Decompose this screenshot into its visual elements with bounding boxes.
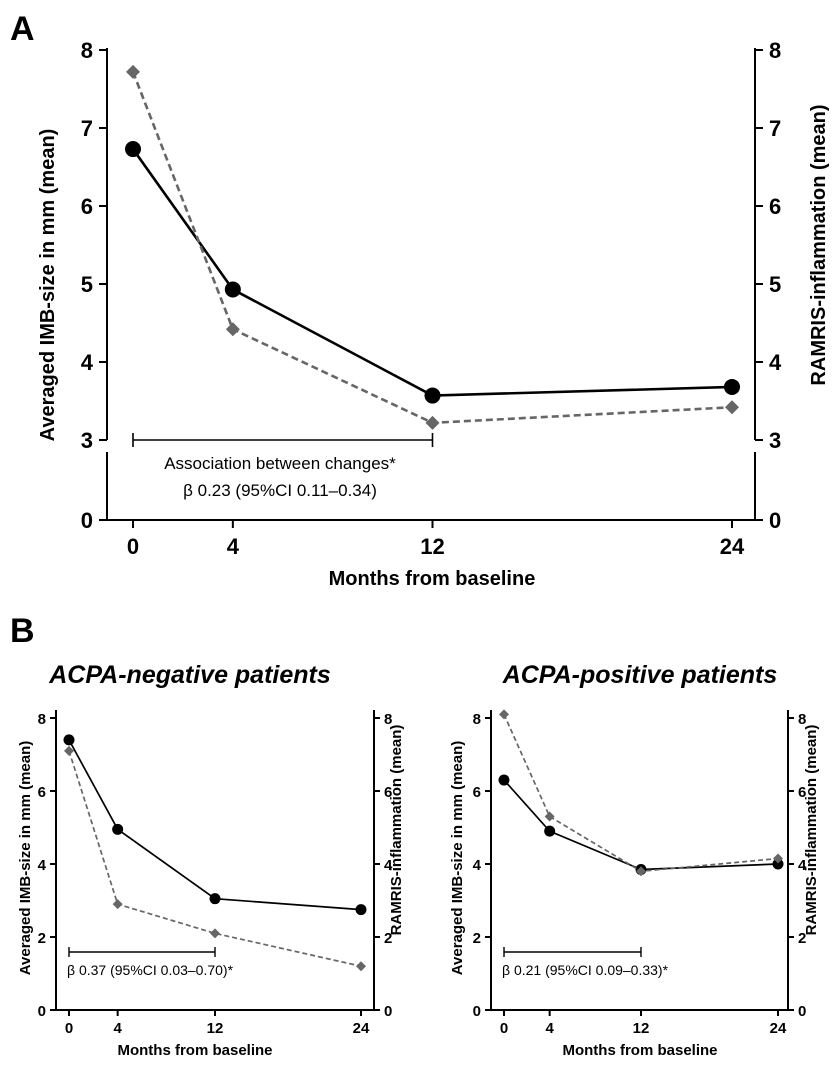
x-tick-label: 24 bbox=[353, 1020, 370, 1037]
imb-point bbox=[125, 141, 141, 158]
y-axis-label: Averaged IMB-size in mm (mean) bbox=[17, 741, 34, 976]
y-tick-label: 2 bbox=[38, 930, 46, 947]
ramris-point bbox=[773, 853, 783, 864]
ramris-point bbox=[725, 400, 739, 415]
y-tick-label: 6 bbox=[81, 194, 93, 219]
chart-panel-a: 0 3 4 5 6 7 8 0 3 4 5 6 7 8 0 4 12 24 Months from baseline… bbox=[37, 38, 830, 590]
imb-point bbox=[424, 387, 441, 404]
y-tick-label: 8 bbox=[473, 711, 481, 728]
y-tick-label: 4 bbox=[473, 857, 482, 874]
y-tick-label: 0 bbox=[473, 1003, 481, 1020]
x-tick-label: 12 bbox=[633, 1020, 650, 1037]
x-tick-label: 4 bbox=[545, 1020, 554, 1037]
y-tick-label: 4 bbox=[81, 350, 94, 375]
x-tick-label: 24 bbox=[720, 534, 745, 559]
x-axis-label: Months from baseline bbox=[562, 1042, 717, 1059]
y-tick-label: 5 bbox=[81, 272, 93, 297]
ramris-point bbox=[425, 415, 440, 430]
y2-tick-label: 0 bbox=[384, 1003, 392, 1020]
x-tick-label: 12 bbox=[420, 534, 444, 559]
y2-axis-label: RAMRIS-inflammation (mean) bbox=[388, 725, 405, 936]
panel-a-letter: A bbox=[10, 10, 35, 48]
imb-point bbox=[544, 825, 556, 837]
y-tick-label: 4 bbox=[38, 857, 47, 874]
imb-point bbox=[355, 904, 367, 916]
y2-tick-label: 7 bbox=[769, 116, 781, 141]
imb-point bbox=[209, 893, 221, 905]
ramris-series-line bbox=[503, 714, 779, 873]
ramris-point bbox=[64, 745, 74, 756]
y2-tick-label: 8 bbox=[384, 711, 392, 728]
y2-tick-label: 2 bbox=[798, 930, 806, 947]
y-tick-label: 6 bbox=[473, 784, 481, 801]
imb-series-line bbox=[68, 739, 362, 911]
chart-title: ACPA-positive patients bbox=[502, 661, 778, 689]
y2-tick-label: 5 bbox=[769, 272, 781, 297]
x-tick-label: 12 bbox=[207, 1020, 224, 1037]
annotation-line-1: Association between changes* bbox=[164, 454, 396, 473]
imb-series-line bbox=[131, 148, 733, 397]
ramris-point bbox=[225, 322, 240, 337]
imb-point bbox=[63, 734, 75, 746]
x-tick-label: 0 bbox=[65, 1020, 73, 1037]
y2-tick-label: 4 bbox=[384, 857, 393, 874]
ramris-point bbox=[499, 709, 509, 720]
y-tick-label: 8 bbox=[81, 38, 93, 63]
ramris-point bbox=[112, 899, 123, 910]
y-tick-label: 7 bbox=[81, 116, 93, 141]
y-tick-label: 0 bbox=[81, 508, 93, 533]
y2-tick-label: 2 bbox=[384, 930, 392, 947]
y2-tick-label: 4 bbox=[798, 857, 807, 874]
imb-series-line bbox=[503, 779, 779, 871]
x-axis-label: Months from baseline bbox=[117, 1042, 272, 1059]
y2-tick-label: 6 bbox=[798, 784, 806, 801]
x-tick-label: 0 bbox=[127, 534, 139, 559]
y-axis-label: Averaged IMB-size in mm (mean) bbox=[449, 741, 466, 976]
y2-tick-label: 8 bbox=[798, 711, 806, 728]
imb-point bbox=[772, 858, 784, 870]
annotation-text: β 0.37 (95%CI 0.03–0.70)* bbox=[67, 962, 234, 978]
annotation-text: β 0.21 (95%CI 0.09–0.33)* bbox=[502, 962, 669, 978]
y-tick-label: 8 bbox=[38, 711, 46, 728]
y2-axis-label: RAMRIS-inflammation (mean) bbox=[808, 104, 830, 385]
ramris-series-line bbox=[68, 750, 362, 968]
y-tick-label: 0 bbox=[38, 1003, 46, 1020]
y2-tick-label: 8 bbox=[769, 38, 781, 63]
y-tick-label: 3 bbox=[81, 428, 93, 453]
y2-tick-label: 3 bbox=[769, 428, 781, 453]
y2-axis-label: RAMRIS-inflammation (mean) bbox=[803, 725, 820, 936]
ramris-point bbox=[356, 961, 366, 972]
imb-point bbox=[224, 281, 241, 298]
panel-b-letter: B bbox=[10, 612, 35, 650]
y2-tick-label: 6 bbox=[384, 784, 392, 801]
annotation-line-2: β 0.23 (95%CI 0.11–0.34) bbox=[183, 481, 377, 500]
ramris-series-line bbox=[131, 71, 733, 425]
x-tick-label: 24 bbox=[770, 1020, 787, 1037]
imb-point bbox=[498, 774, 510, 786]
ramris-point bbox=[210, 928, 220, 939]
x-tick-label: 0 bbox=[500, 1020, 508, 1037]
y-tick-label: 2 bbox=[473, 930, 481, 947]
x-axis-label: Months from baseline bbox=[329, 568, 536, 590]
y2-tick-label: 0 bbox=[798, 1003, 806, 1020]
y2-tick-label: 4 bbox=[769, 350, 782, 375]
x-tick-label: 4 bbox=[227, 534, 240, 559]
y2-tick-label: 6 bbox=[769, 194, 781, 219]
imb-point bbox=[724, 378, 740, 395]
ramris-point bbox=[126, 64, 140, 79]
ramris-point bbox=[636, 866, 646, 877]
chart-title: ACPA-negative patients bbox=[48, 661, 331, 689]
ramris-point bbox=[544, 811, 555, 822]
x-tick-label: 4 bbox=[113, 1020, 122, 1037]
y-axis-label: Averaged IMB-size in mm (mean) bbox=[37, 129, 59, 442]
y2-tick-label: 0 bbox=[769, 508, 781, 533]
imb-point bbox=[112, 823, 124, 835]
y-tick-label: 6 bbox=[38, 784, 46, 801]
